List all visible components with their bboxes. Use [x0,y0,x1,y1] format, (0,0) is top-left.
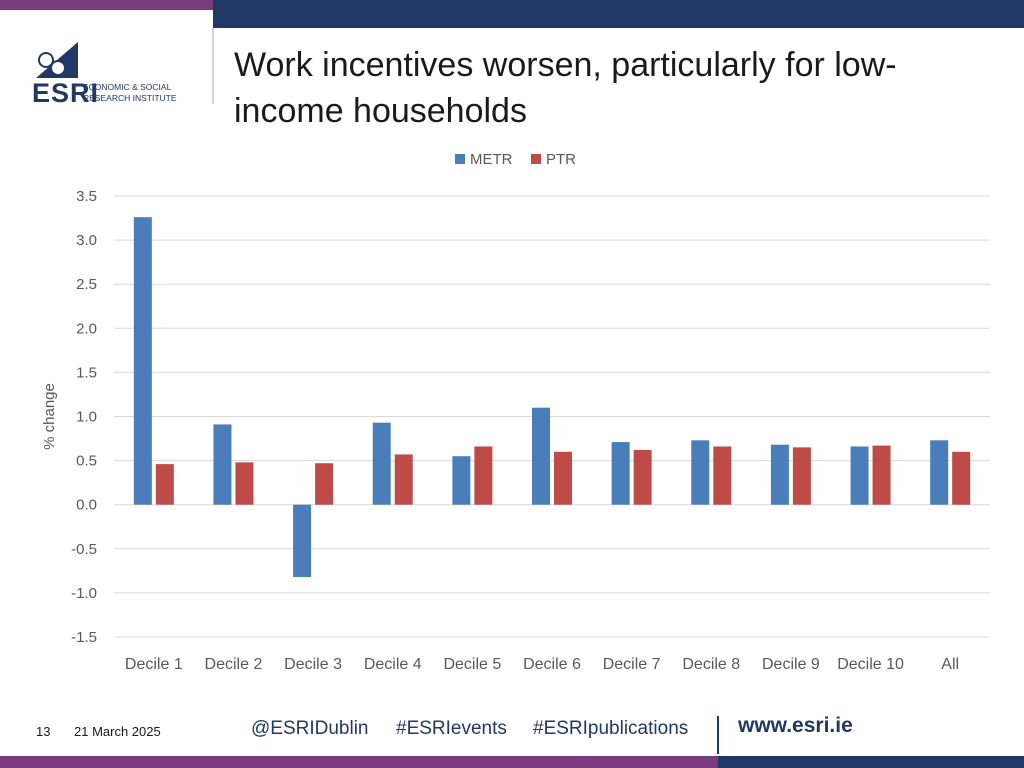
x-tick-label: Decile 2 [205,656,263,673]
bar-metr [850,446,869,505]
y-axis-label: % change [41,383,58,450]
x-tick-label: Decile 7 [603,656,661,673]
footer-separator [717,716,719,754]
bar-ptr [872,445,891,505]
bar-metr [133,217,152,505]
top-accent-bar [0,0,213,10]
top-header-bar [213,0,1024,28]
bar-metr [930,440,949,505]
logo-subtitle: ECONOMIC & SOCIAL RESEARCH INSTITUTE [83,82,177,104]
bar-metr [372,422,391,505]
x-tick-label: Decile 1 [125,656,183,673]
bar-metr [452,456,471,505]
y-tick-label: -1.5 [71,629,97,646]
bar-metr [213,424,232,505]
legend-label-metr: METR [470,151,513,168]
x-tick-label: Decile 3 [284,656,342,673]
bar-metr [770,444,789,505]
bar-ptr [474,446,493,505]
y-tick-label: 0.5 [76,453,97,470]
social-hashtag-events[interactable]: #ESRIevents [396,718,507,739]
x-tick-label: Decile 4 [364,656,422,673]
x-tick-label: Decile 8 [682,656,740,673]
bar-ptr [952,451,971,505]
bar-metr [532,407,550,505]
x-tick-label: Decile 9 [762,656,820,673]
x-tick-label: Decile 5 [443,656,501,673]
bar-ptr [633,450,652,505]
bar-ptr [792,447,811,505]
y-tick-label: 0.0 [76,497,97,514]
bar-ptr [394,454,413,505]
social-hashtag-publications[interactable]: #ESRIpublications [533,718,689,739]
x-tick-label: Decile 10 [837,656,904,673]
legend-swatch-ptr [531,154,541,164]
bar-ptr [155,464,174,505]
y-tick-label: 1.0 [76,409,97,426]
bar-metr [611,442,630,505]
bar-ptr [315,463,334,505]
page-number: 13 [36,724,51,739]
y-tick-label: 1.5 [76,364,97,381]
website-link[interactable]: www.esri.ie [738,714,853,737]
slide-title: Work incentives worsen, particularly for… [234,46,897,130]
logo-subtitle-line2: RESEARCH INSTITUTE [83,93,177,103]
legend-label-ptr: PTR [546,151,576,168]
y-tick-label: -1.0 [71,585,97,602]
x-tick-label: Decile 6 [523,656,581,673]
bar-chart: 3.5 3.0 2.5 2.0 1.5 1.0 0.5 0.0 -0.5 -1.0 -1.5 Deci… [41,151,990,673]
esri-logo: ESRI ECONOMIC & SOCIAL RESEARCH INSTITUT… [30,40,200,110]
bar-ptr [235,462,254,505]
legend-swatch-metr [455,154,465,164]
slide-date: 21 March 2025 [74,724,161,739]
bar-metr [293,504,312,578]
logo-wordmark: ESRI [32,78,100,108]
social-handle[interactable]: @ESRIDublin [251,718,369,739]
x-tick-label: All [941,656,959,673]
logo-subtitle-line1: ECONOMIC & SOCIAL [83,82,172,92]
y-tick-label: 2.0 [76,320,97,337]
y-tick-label: 3.5 [76,188,97,205]
bar-ptr [554,451,572,505]
y-tick-label: 2.5 [76,276,97,293]
y-tick-label: -0.5 [71,541,97,558]
header-divider [212,28,214,104]
bar-ptr [713,446,732,505]
footer-navy-bar [718,756,1024,768]
y-tick-label: 3.0 [76,232,97,249]
bar-metr [691,440,710,505]
esri-logo-mark-icon [36,42,78,78]
